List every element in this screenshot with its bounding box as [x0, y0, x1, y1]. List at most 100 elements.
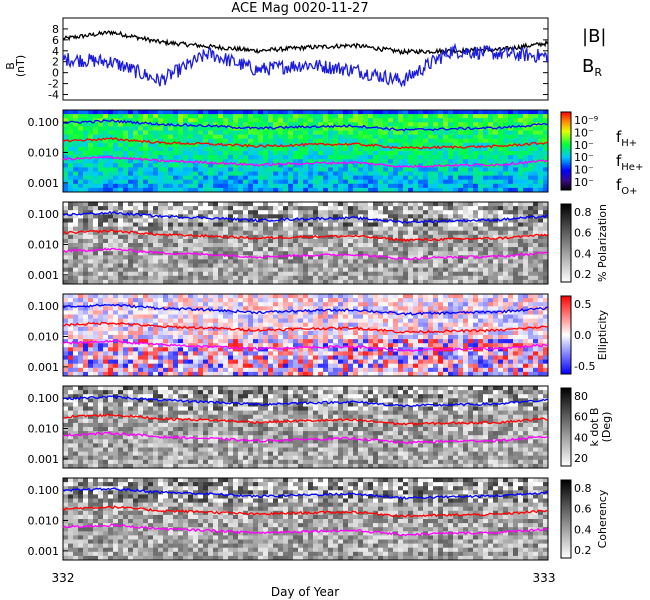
spectrogram-cell	[373, 179, 379, 185]
spectrogram-cell	[178, 210, 184, 215]
spectrogram-cell	[423, 247, 429, 252]
spectrogram-cell	[528, 206, 534, 211]
spectrogram-cell	[308, 110, 314, 115]
spectrogram-cell	[123, 179, 129, 185]
spectrogram-cell	[493, 179, 499, 185]
spectrogram-cell	[528, 155, 534, 160]
spectrogram-cell	[68, 351, 74, 356]
spectrogram-cell	[318, 179, 324, 185]
spectrogram-cell	[88, 326, 94, 332]
spectrogram-cell	[268, 343, 274, 348]
spectrogram-cell	[413, 279, 419, 285]
spectrogram-cell	[128, 114, 134, 119]
spectrogram-cell	[93, 367, 99, 373]
spectrogram-cell	[103, 114, 109, 119]
spectrogram-cell	[103, 202, 109, 207]
spectrogram-cell	[258, 279, 264, 285]
spectrogram-cell	[138, 218, 144, 223]
spectrogram-cell	[183, 326, 189, 332]
spectrogram-cell	[348, 202, 354, 207]
spectrogram-cell	[188, 298, 194, 303]
spectrogram-cell	[388, 251, 394, 256]
spectrogram-cell	[398, 110, 404, 115]
spectrogram-cell	[153, 298, 159, 303]
spectrogram-cell	[163, 210, 169, 215]
spectrogram-cell	[518, 151, 524, 156]
spectrogram-cell	[433, 159, 439, 164]
spectrogram-cell	[233, 183, 239, 189]
spectrogram-cell	[73, 343, 79, 348]
spectrogram-cell	[123, 206, 129, 211]
spectrogram-cell	[518, 230, 524, 236]
spectrogram-cell	[228, 371, 234, 377]
spectrogram-cell	[143, 326, 149, 332]
spectrogram-cell	[113, 371, 119, 377]
spectrogram-cell	[368, 271, 374, 277]
spectrogram-cell	[513, 206, 519, 211]
spectrogram-cell	[203, 218, 209, 223]
spectrogram-cell	[453, 179, 459, 185]
spectrogram-cell	[343, 206, 349, 211]
spectrogram-cell	[228, 294, 234, 299]
spectrogram-cell	[178, 243, 184, 248]
spectrogram-cell	[268, 310, 274, 315]
spectrogram-cell	[118, 343, 124, 348]
spectrogram-cell	[328, 183, 334, 189]
spectrogram-cell	[303, 310, 309, 315]
spectrogram-cell	[128, 267, 134, 273]
spectrogram-cell	[353, 251, 359, 256]
spectrogram-cell	[348, 155, 354, 160]
spectrogram-cell	[438, 146, 444, 152]
spectrogram-cell	[173, 247, 179, 252]
spectrogram-cell	[243, 167, 249, 172]
spectrogram-cell	[463, 146, 469, 152]
spectrogram-cell	[238, 114, 244, 119]
spectrogram-cell	[228, 351, 234, 356]
spectrogram-cell	[133, 142, 139, 148]
spectrogram-cell	[88, 359, 94, 365]
spectrogram-cell	[478, 118, 484, 123]
spectrogram-cell	[498, 210, 504, 215]
spectrogram-cell	[93, 330, 99, 336]
spectrogram-cell	[213, 130, 219, 135]
spectrogram-cell	[233, 275, 239, 281]
spectrogram-cell	[168, 187, 174, 193]
spectrogram-cell	[68, 339, 74, 344]
spectrogram-cell	[208, 226, 214, 232]
spectrogram-cell	[253, 322, 259, 328]
spectrogram-cell	[373, 167, 379, 172]
spectrogram-cell	[308, 302, 314, 307]
spectrogram-cell	[108, 343, 114, 348]
spectrogram-cell	[183, 263, 189, 268]
spectrogram-cell	[153, 155, 159, 160]
spectrogram-cell	[123, 146, 129, 152]
spectrogram-cell	[468, 230, 474, 236]
spectrogram-cell	[273, 114, 279, 119]
spectrogram-cell	[68, 226, 74, 232]
spectrogram-cell	[468, 255, 474, 260]
spectrogram-cell	[388, 243, 394, 248]
spectrogram-cell	[163, 263, 169, 268]
spectrogram-cell	[393, 183, 399, 189]
spectrogram-cell	[328, 202, 334, 207]
spectrogram-cell	[128, 310, 134, 315]
spectrogram-cell	[283, 255, 289, 260]
spectrogram-cell	[153, 279, 159, 285]
spectrogram-cell	[78, 187, 84, 193]
spectrogram-cell	[418, 179, 424, 185]
spectrogram-cell	[63, 146, 69, 152]
spectrogram-cell	[363, 247, 369, 252]
spectrogram-cell	[158, 138, 164, 144]
spectrogram-cell	[73, 222, 79, 227]
spectrogram-cell	[498, 279, 504, 285]
spectrogram-cell	[168, 218, 174, 223]
spectrogram-cell	[353, 179, 359, 185]
spectrogram-cell	[323, 155, 329, 160]
spectrogram-cell	[243, 302, 249, 307]
spectrogram-cell	[243, 146, 249, 152]
spectrogram-cell	[503, 202, 509, 207]
spectrogram-cell	[298, 130, 304, 135]
spectrogram-cell	[213, 110, 219, 115]
spectrogram-cell	[493, 171, 499, 176]
spectrogram-cell	[453, 118, 459, 123]
